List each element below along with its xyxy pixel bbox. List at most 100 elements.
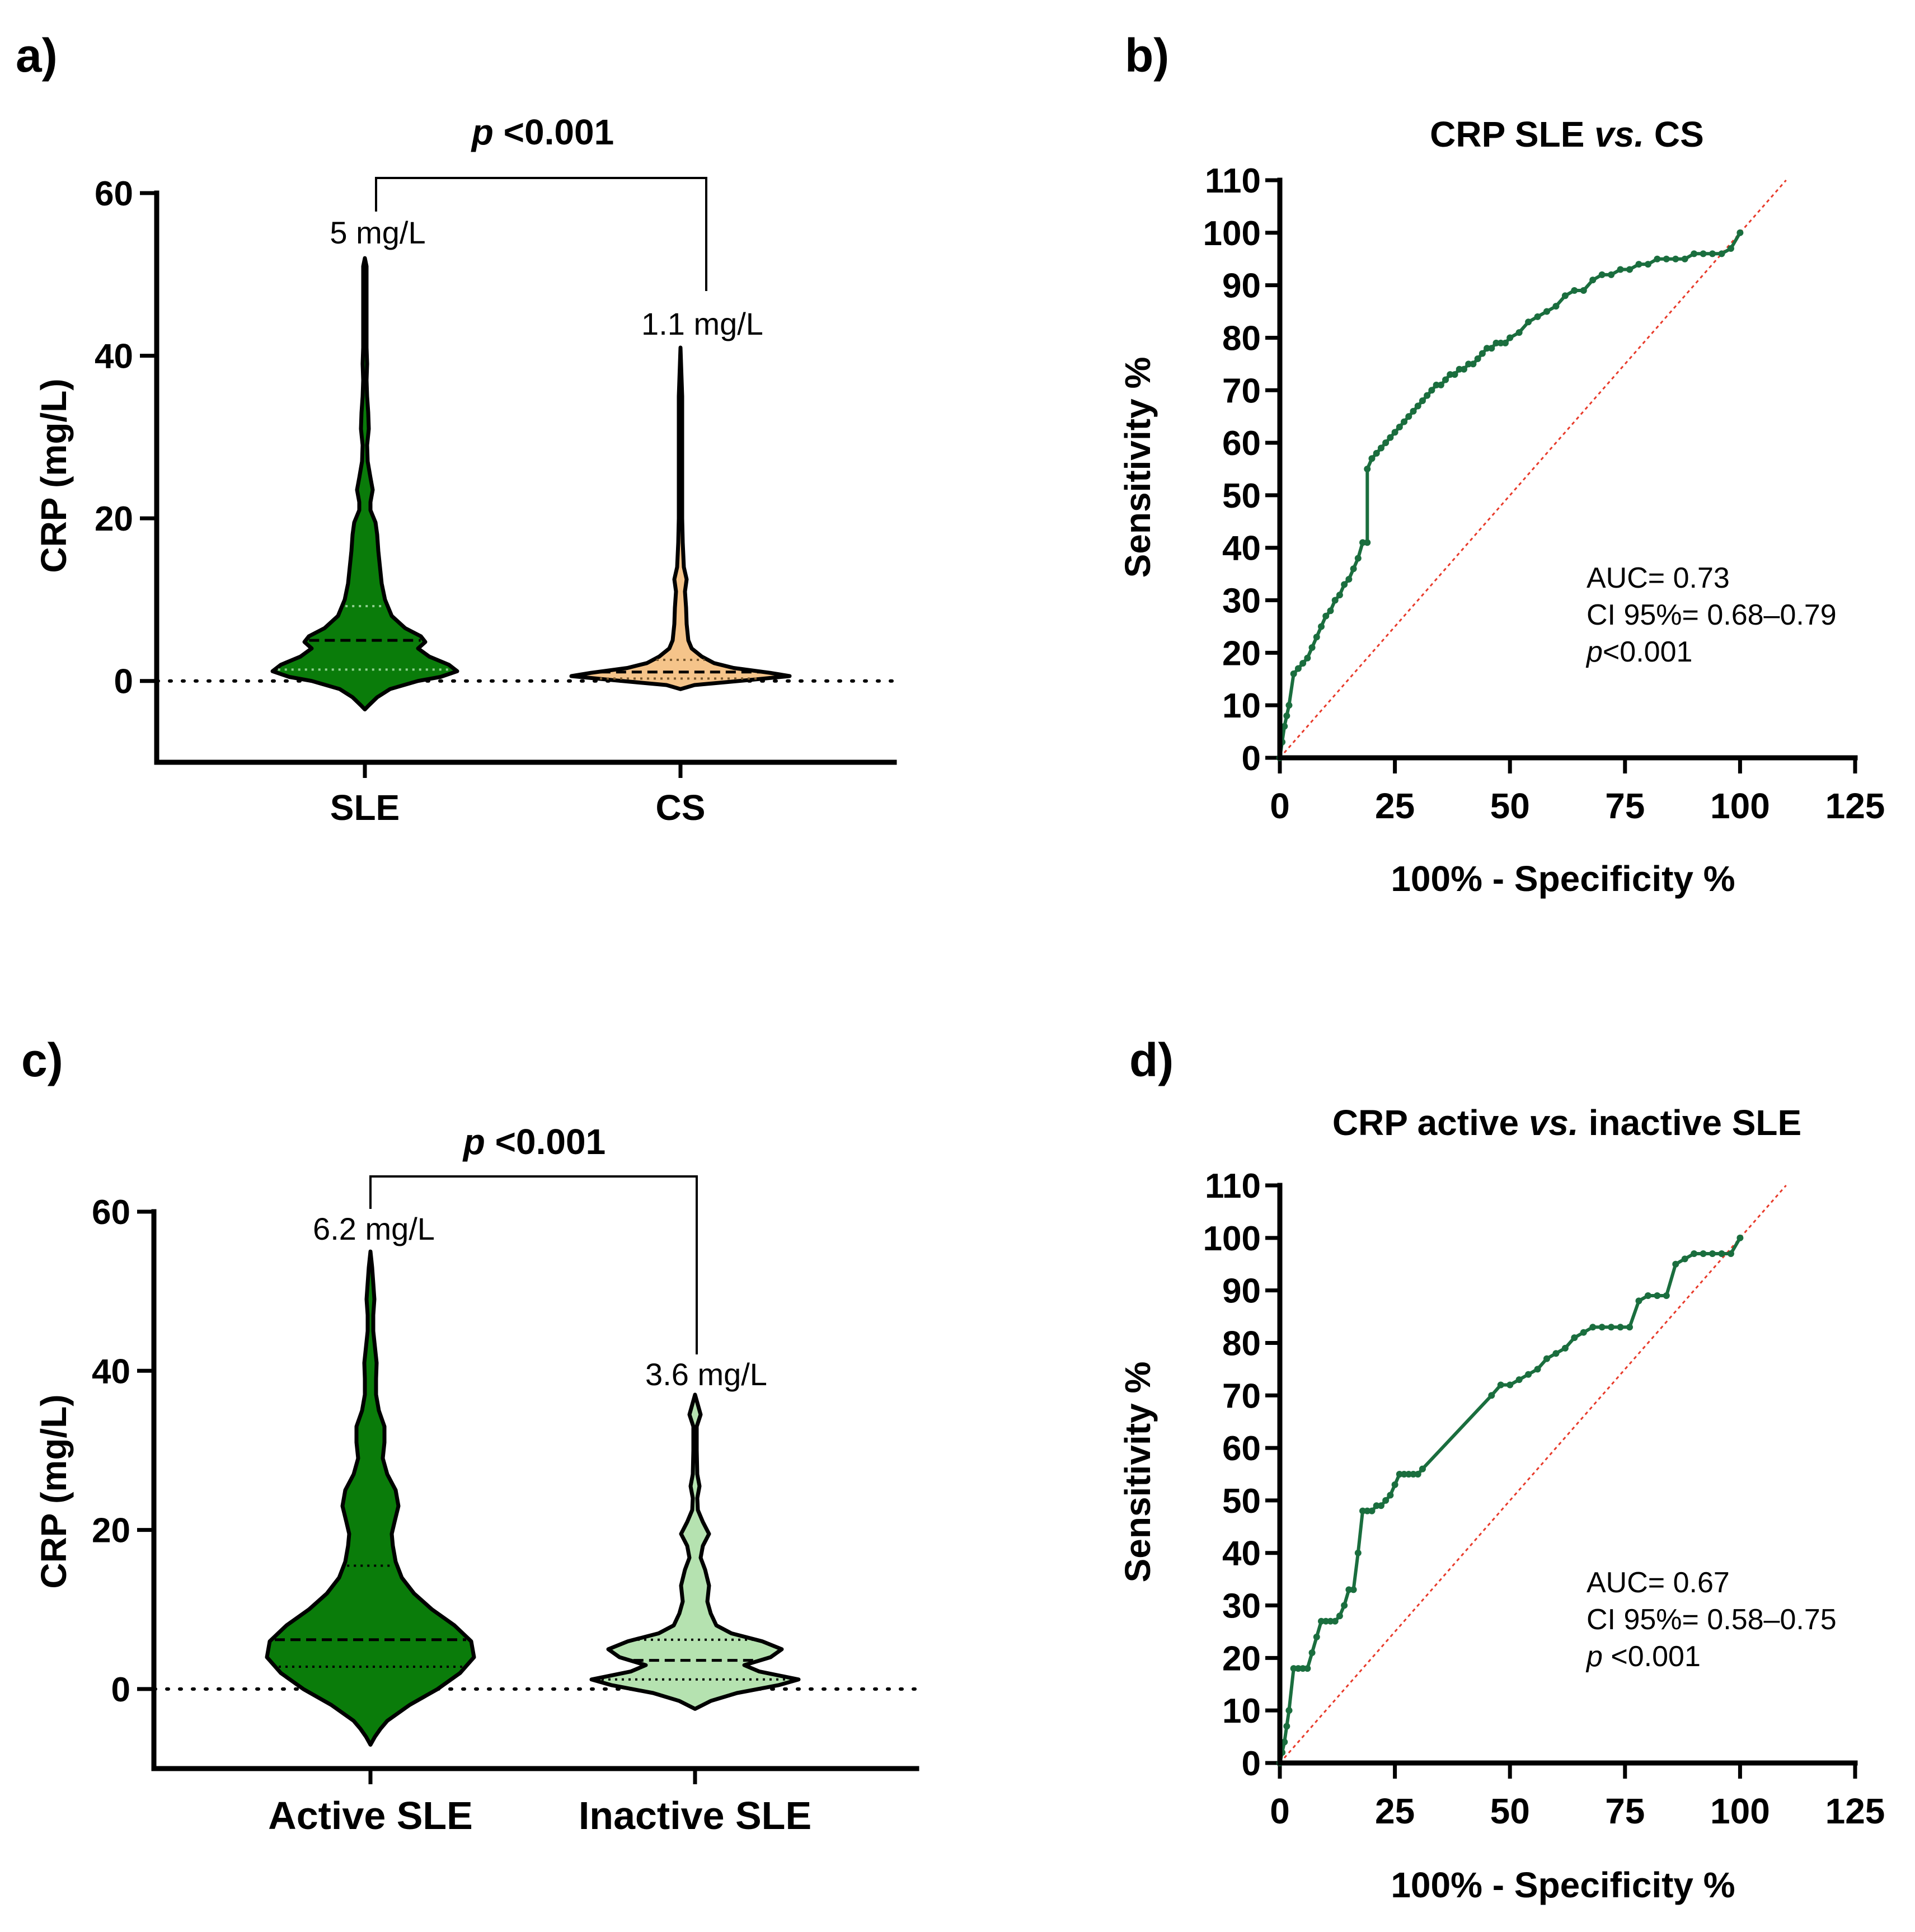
panel-d-roc-point [1497,1381,1504,1389]
panel-b-roc-point [1598,271,1606,278]
panel-a-y-tick-label: 0 [114,663,133,701]
panel-b-roc-point [1456,365,1463,373]
panel-d-roc-point [1359,1507,1367,1514]
panel-b-roc-point [1382,439,1390,447]
panel-b-roc-point [1589,276,1597,284]
panel-b-roc-point [1465,360,1472,368]
panel-a-median-label: 5 mg/L [330,215,425,250]
panel-d-roc-point [1561,1344,1569,1352]
panel-d-y-tick-label: 110 [1205,1167,1261,1206]
panel-b-roc-point [1345,576,1353,583]
panel-d-roc-point [1672,1260,1679,1268]
panel-d-y-tick-label: 20 [1222,1639,1261,1678]
panel-b-roc-point [1308,644,1316,651]
panel-c-y-tick-label: 40 [92,1352,130,1391]
panel-d-roc-point [1589,1324,1597,1331]
panel-d-roc-point [1736,1234,1744,1241]
panel-b-roc-point [1691,250,1698,257]
panel-b-roc-point [1718,250,1725,257]
panel-d-roc-point [1281,1738,1288,1746]
panel-b-roc-point [1672,255,1679,262]
panel-d-annotation: AUC= 0.67 [1587,1567,1730,1599]
panel-b-roc-point [1331,597,1339,604]
panel-c-violin-1 [589,1392,801,1711]
panel-d-roc-point [1663,1292,1670,1300]
panel-b: b) CRP SLE vs. CS Sensitivity % 100% - S… [1118,29,1885,899]
panel-c-y-tick-label: 60 [92,1193,130,1232]
panel-b-y-tick-label: 90 [1222,267,1261,306]
panel-d-roc-point [1506,1381,1514,1389]
panel-b-roc-point [1552,303,1560,310]
panel-a-y-ticks: 0 20 40 60 [95,175,683,778]
panel-d-x-tick-label: 25 [1375,1791,1415,1831]
panel-b-roc-point [1451,371,1458,378]
panel-d-roc-point [1534,1366,1541,1373]
panel-c-comparison-bracket [369,1175,698,1354]
panel-b-roc-point [1410,407,1417,415]
panel-d-roc-point [1401,1471,1408,1478]
panel-b-y-tick-label: 110 [1205,162,1261,200]
panel-d-roc-point [1341,1602,1348,1609]
panel-b-y-tick-label: 100 [1203,214,1261,253]
panel-d-letter: d) [1129,1034,1174,1086]
panel-b-roc-point [1350,565,1357,573]
panel-b-roc-point [1401,418,1408,425]
panel-b-roc-point [1299,660,1307,667]
panel-d-roc-point [1285,1707,1293,1714]
panel-d-y-tick-label: 30 [1222,1587,1261,1626]
panel-b-y-tick-label: 50 [1222,477,1261,515]
panel-b-roc-point [1470,360,1477,368]
panel-b-roc-point [1364,466,1371,472]
panel-b-roc-point [1727,245,1734,252]
panel-d-roc-point [1308,1649,1316,1656]
panel-d-x-tick-label: 50 [1490,1791,1530,1831]
panel-b-roc-point [1515,329,1523,336]
panel-a-violin-0 [270,256,459,712]
panel-b-roc-point [1318,623,1325,630]
panel-d-roc-point [1290,1665,1297,1672]
panel-d-y-tick-label: 90 [1222,1272,1261,1311]
panel-c-plot [152,1249,918,1747]
panel-d-roc-point [1410,1471,1417,1478]
panel-d-x-tick-label: 125 [1825,1791,1885,1831]
panel-d-roc-point [1552,1350,1560,1357]
panel-a-plot [155,256,896,712]
panel-d-roc-point [1543,1355,1550,1362]
panel-a-category-label: CS [656,787,706,828]
panel-b-roc-point [1428,387,1435,394]
panel-d-roc-point [1313,1633,1320,1640]
panel-b-y-tick-label: 60 [1222,424,1261,463]
panel-d-roc-point [1327,1617,1334,1625]
panel-b-roc-point [1709,250,1716,257]
panel-b-roc-point [1681,255,1688,262]
panel-b-roc-point [1281,723,1288,730]
panel-b-roc-point [1501,339,1509,346]
panel-b-title: CRP SLE vs. CS [1430,114,1704,154]
panel-d-roc-point [1382,1497,1390,1504]
panel-b-roc-point [1484,345,1491,352]
panel-b-roc-point [1414,402,1421,410]
panel-b-ticks: 0 10 20 30 40 50 60 70 80 90 100 110 0 25 50 75 100 125 [1203,162,1885,826]
panel-b-roc-point [1424,392,1431,399]
panel-d-roc-point [1525,1371,1532,1378]
panel-d-roc-point [1414,1471,1421,1478]
panel-b-roc-point [1626,266,1634,273]
panel-d-roc-point [1419,1465,1426,1473]
panel-b-y-tick-label: 20 [1222,634,1261,673]
panel-b-x-tick-label: 100 [1710,786,1770,826]
panel-b-roc-point [1644,261,1651,268]
panel-d-y-tick-label: 60 [1222,1429,1261,1468]
panel-d-reference-line [1279,1185,1787,1764]
panel-d-roc-point [1626,1324,1634,1331]
panel-d-roc-point [1608,1324,1615,1331]
panel-d-annotation: p <0.001 [1585,1640,1701,1673]
panel-d-roc-point [1691,1250,1698,1257]
panel-b-annotation: AUC= 0.73 [1587,562,1730,594]
panel-b-roc-point [1447,371,1454,378]
panel-b-x-tick-label: 25 [1375,786,1415,826]
panel-b-roc-point [1479,350,1486,357]
panel-d-y-tick-label: 40 [1222,1535,1261,1573]
panel-b-roc-point [1364,539,1371,546]
panel-b-roc-point [1700,250,1707,257]
